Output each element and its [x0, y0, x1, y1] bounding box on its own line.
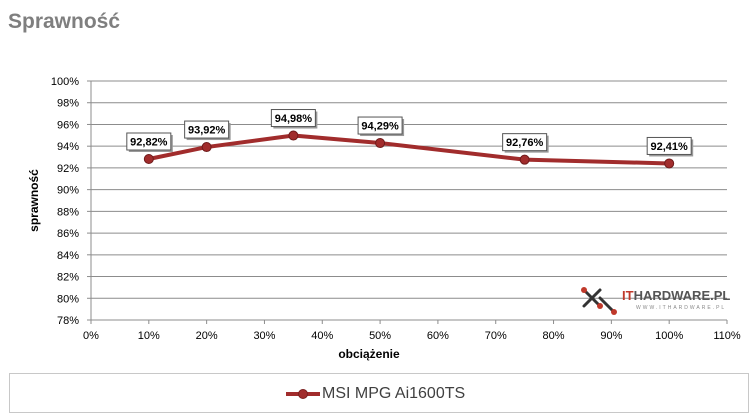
- logo-subtext: WWW.ITHARDWARE.PL: [636, 305, 727, 311]
- x-tick-label: 0%: [83, 330, 99, 342]
- legend: MSI MPG Ai1600TS: [9, 373, 749, 413]
- x-tick-label: 90%: [600, 330, 622, 342]
- data-label-box: [502, 133, 548, 152]
- y-tick-label: 98%: [57, 98, 79, 110]
- grid: [91, 80, 727, 321]
- data-point: [201, 142, 212, 153]
- y-tick-label: 88%: [57, 206, 79, 218]
- data-point: [519, 154, 530, 165]
- data-label-box: [126, 132, 172, 151]
- x-tick-label: 110%: [713, 330, 741, 342]
- y-tick-label: 96%: [57, 119, 79, 131]
- y-tick-label: 94%: [57, 141, 79, 153]
- legend-label: MSI MPG Ai1600TS: [322, 385, 466, 402]
- logo-mark-icon: [581, 287, 617, 315]
- logo-text: ITHARDWARE.PL: [622, 288, 730, 303]
- axes: 78% 80% 82% 84% 86% 88% 90% 92% 94% 96% 98% 100% 0% 1…: [51, 76, 741, 342]
- y-tick-label: 82%: [57, 272, 79, 284]
- data-label: 94,29%: [361, 121, 399, 133]
- x-tick-label: 50%: [369, 330, 391, 342]
- series-line: [148, 133, 670, 166]
- data-point: [288, 130, 299, 141]
- legend-item: MSI MPG Ai1600TS: [286, 382, 465, 406]
- data-point: [375, 138, 386, 149]
- x-tick-label: 40%: [311, 330, 333, 342]
- data-label: 94,98%: [275, 113, 313, 125]
- x-tick-label: 10%: [138, 330, 160, 342]
- legend-line-marker-icon: [286, 389, 320, 399]
- y-tick-label: 84%: [57, 250, 79, 262]
- x-tick-label: 70%: [485, 330, 507, 342]
- x-tick-label: 30%: [253, 330, 275, 342]
- y-tick-label: 80%: [57, 293, 79, 305]
- data-labels: 92,82% 93,92% 94,98% 94,29% 92,76% 92,41%: [126, 109, 694, 157]
- data-label-box: [270, 109, 316, 128]
- y-tick-label: 78%: [57, 315, 79, 327]
- x-tick-label: 60%: [427, 330, 449, 342]
- x-axis-title: obciążenie: [338, 347, 400, 361]
- data-label-box: [184, 120, 230, 139]
- series-layer: [143, 130, 675, 169]
- ithardware-logo: ITHARDWARE.PL WWW.ITHARDWARE.PL: [578, 286, 730, 316]
- chart-title: Sprawność: [8, 10, 121, 33]
- data-label-box: [646, 136, 692, 155]
- x-tick-label: 80%: [543, 330, 565, 342]
- data-label: 92,41%: [651, 141, 689, 153]
- y-tick-label: 100%: [51, 76, 79, 88]
- data-label: 93,92%: [188, 125, 226, 137]
- y-axis-title: sprawność: [27, 169, 41, 232]
- x-tick-label: 20%: [196, 330, 218, 342]
- data-point: [664, 158, 675, 169]
- logo-prefix: IT: [622, 288, 634, 303]
- data-label: 92,82%: [130, 137, 168, 149]
- data-point: [143, 154, 154, 165]
- y-tick-label: 86%: [57, 228, 79, 240]
- y-tick-label: 90%: [57, 185, 79, 197]
- logo-main: HARDWARE.PL: [633, 288, 731, 303]
- y-tick-label: 92%: [57, 163, 79, 175]
- data-label: 92,76%: [506, 137, 544, 149]
- x-tick-label: 100%: [655, 330, 683, 342]
- data-label-box: [357, 116, 403, 135]
